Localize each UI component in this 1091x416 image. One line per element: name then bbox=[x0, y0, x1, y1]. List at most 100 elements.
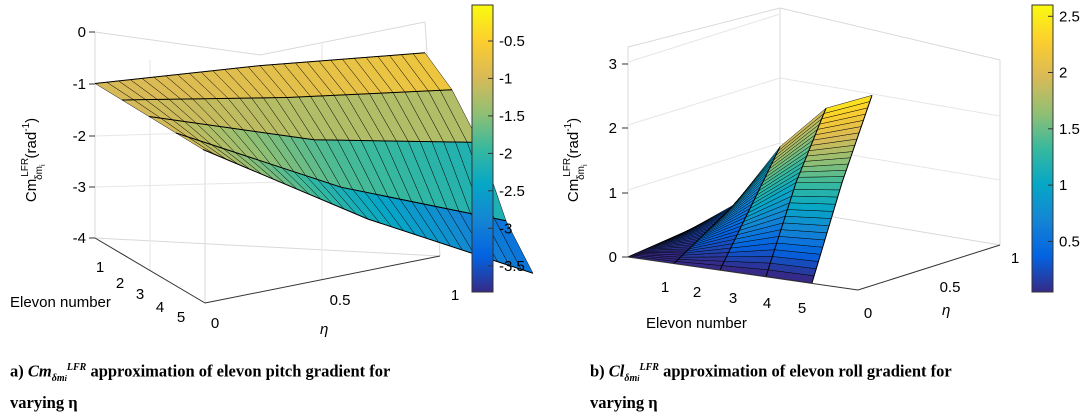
y-tick-label: 0.5 bbox=[330, 292, 351, 309]
colorbar-tick-label: 0.5 bbox=[1059, 233, 1080, 250]
x-tick-label: 3 bbox=[729, 290, 737, 307]
plot-a: 0 -1 -2 -3 -4 CmLFR δmi(rad-1) 1 2 3 4 5 … bbox=[10, 4, 534, 338]
plot-a-surface bbox=[94, 52, 534, 274]
plot-a-z-ticks bbox=[89, 31, 95, 239]
z-tick-label: 2 bbox=[609, 120, 617, 137]
plot-b: 0 1 2 3 Cm LFR δmi (rad-1) 1 2 3 4 5 Elevon… bbox=[562, 4, 1080, 332]
plot-b-z-label: Cm LFR δmi (rad-1) bbox=[562, 118, 589, 202]
x-tick-label: 2 bbox=[116, 275, 124, 292]
x-tick-label: 2 bbox=[693, 284, 701, 301]
caption-a-sub: δm bbox=[51, 372, 65, 384]
x-tick-label: 4 bbox=[156, 299, 164, 316]
colorbar-tick-label: -2.5 bbox=[499, 183, 525, 200]
colorbar-tick-label: -1 bbox=[499, 70, 512, 87]
z-tick-label: -4 bbox=[73, 230, 86, 247]
colorbar-tick-label: 2 bbox=[1059, 65, 1067, 82]
plot-b-colorbar: 0.5 1 1.5 2 2.5 bbox=[1031, 4, 1080, 293]
plot-a-x-axis bbox=[94, 237, 206, 304]
plot-a-y-axis bbox=[204, 255, 441, 304]
plot-a-colorbar: -0.5 -1 -1.5 -2 -2.5 -3 -3.5 bbox=[471, 4, 525, 293]
plot-b-y-tick-labels: 0 0.5 1 bbox=[864, 250, 1019, 322]
caption-a-line1: approximation of elevon pitch gradient f… bbox=[86, 361, 391, 381]
caption-b-symbol: Cl bbox=[608, 361, 625, 381]
caption-b-line2: varying η bbox=[590, 392, 658, 412]
z-tick-label: 3 bbox=[609, 56, 617, 73]
plot-a-z-label: Cm LFR δmi (rad-1) bbox=[20, 118, 47, 202]
caption-b-sup: LFR bbox=[639, 362, 659, 373]
plot-b-z-tick-labels: 0 1 2 3 bbox=[609, 56, 617, 266]
plot-b-y-axis bbox=[857, 244, 1001, 291]
colorbar-tick-label: -3.5 bbox=[499, 258, 525, 275]
x-tick-label: 5 bbox=[177, 309, 185, 326]
z-tick-label: 1 bbox=[609, 185, 617, 202]
caption-b-sub-i: i bbox=[637, 373, 640, 383]
plot-a-z-tick-labels: 0 -1 -2 -3 -4 bbox=[73, 24, 86, 247]
z-label-sup: LFR bbox=[20, 158, 31, 177]
y-tick-label: 0 bbox=[864, 305, 872, 322]
colorbar-tick-label: -3 bbox=[499, 220, 512, 237]
plot-b-colorbar-ticks: 0.5 1 1.5 2 2.5 bbox=[1048, 8, 1080, 250]
surface-ridge-line bbox=[627, 230, 689, 258]
surface-ridge-line bbox=[175, 132, 507, 222]
surface-patch bbox=[793, 182, 843, 191]
plot-b-y-label: η bbox=[942, 302, 950, 319]
z-label-unit: (rad bbox=[23, 132, 40, 159]
surface-ridge-line bbox=[148, 116, 480, 143]
plot-a-colorbar-ticks: -0.5 -1 -1.5 -2 -2.5 -3 -3.5 bbox=[488, 33, 525, 275]
caption-a-prefix: a) bbox=[10, 361, 28, 381]
x-tick-label: 1 bbox=[661, 279, 669, 296]
surface-ridge-line bbox=[811, 95, 873, 284]
caption-a-sup: LFR bbox=[66, 362, 87, 373]
z-tick-label: 0 bbox=[609, 249, 617, 266]
surface-patch bbox=[791, 189, 841, 198]
plot-a-x-label: Elevon number bbox=[10, 294, 111, 311]
caption-a-line2: varying η bbox=[10, 392, 78, 412]
z-label-unit-sup: -1 bbox=[21, 122, 32, 131]
z-label-symbol: Cm bbox=[23, 179, 40, 202]
z-tick-label: 0 bbox=[78, 24, 86, 41]
z-label-sub-i: i bbox=[582, 164, 589, 166]
x-tick-label: 3 bbox=[136, 286, 144, 303]
caption-a: a) CmδmiLFR approximation of elevon pitc… bbox=[10, 356, 390, 415]
z-label-sub: δm bbox=[34, 166, 45, 180]
z-tick-label: -2 bbox=[73, 128, 86, 145]
x-tick-label: 4 bbox=[763, 295, 771, 312]
plot-b-surface bbox=[627, 94, 873, 284]
surface-ridge-line bbox=[673, 204, 735, 264]
z-label-unit-close: ) bbox=[565, 118, 582, 123]
caption-b: b) ClδmiLFR approximation of elevon roll… bbox=[590, 356, 952, 415]
y-tick-label: 1 bbox=[451, 287, 459, 304]
colorbar-tick-label: -0.5 bbox=[499, 33, 525, 50]
surface-ridge-line bbox=[765, 108, 827, 277]
y-tick-label: 0 bbox=[211, 315, 219, 332]
plot-b-x-tick-labels: 1 2 3 4 5 bbox=[661, 279, 806, 317]
z-label-unit-close: ) bbox=[23, 118, 40, 123]
x-tick-label: 1 bbox=[96, 259, 104, 276]
caption-a-sub-i: i bbox=[64, 373, 67, 383]
colorbar-tick-label: -2 bbox=[499, 145, 512, 162]
z-label-sup: LFR bbox=[562, 158, 573, 177]
plot-b-gridlines bbox=[627, 13, 1001, 191]
caption-b-prefix: b) bbox=[590, 361, 609, 381]
x-tick-label: 5 bbox=[798, 300, 806, 317]
plot-a-x-tick-labels: 1 2 3 4 5 bbox=[96, 259, 185, 326]
colorbar-tick-label: 2.5 bbox=[1059, 8, 1080, 25]
plot-b-z-ticks bbox=[622, 63, 628, 258]
colorbar-tick-label: 1 bbox=[1059, 177, 1067, 194]
z-tick-label: -1 bbox=[73, 76, 86, 93]
surface-ridge-line bbox=[121, 89, 453, 101]
plot-a-y-tick-labels: 0 0.5 1 bbox=[211, 287, 459, 332]
surface-ridge-line bbox=[719, 146, 781, 271]
z-tick-label: -3 bbox=[73, 179, 86, 196]
plot-b-x-axis bbox=[627, 256, 859, 291]
z-label-unit-sup: -1 bbox=[563, 122, 574, 131]
caption-a-symbol: Cm bbox=[27, 361, 52, 381]
surface-patch bbox=[789, 195, 838, 205]
z-label-sub: δm bbox=[576, 166, 587, 180]
z-label-symbol: Cm bbox=[565, 179, 582, 202]
surface-ridge-line bbox=[94, 52, 426, 84]
y-tick-label: 1 bbox=[1011, 250, 1019, 267]
